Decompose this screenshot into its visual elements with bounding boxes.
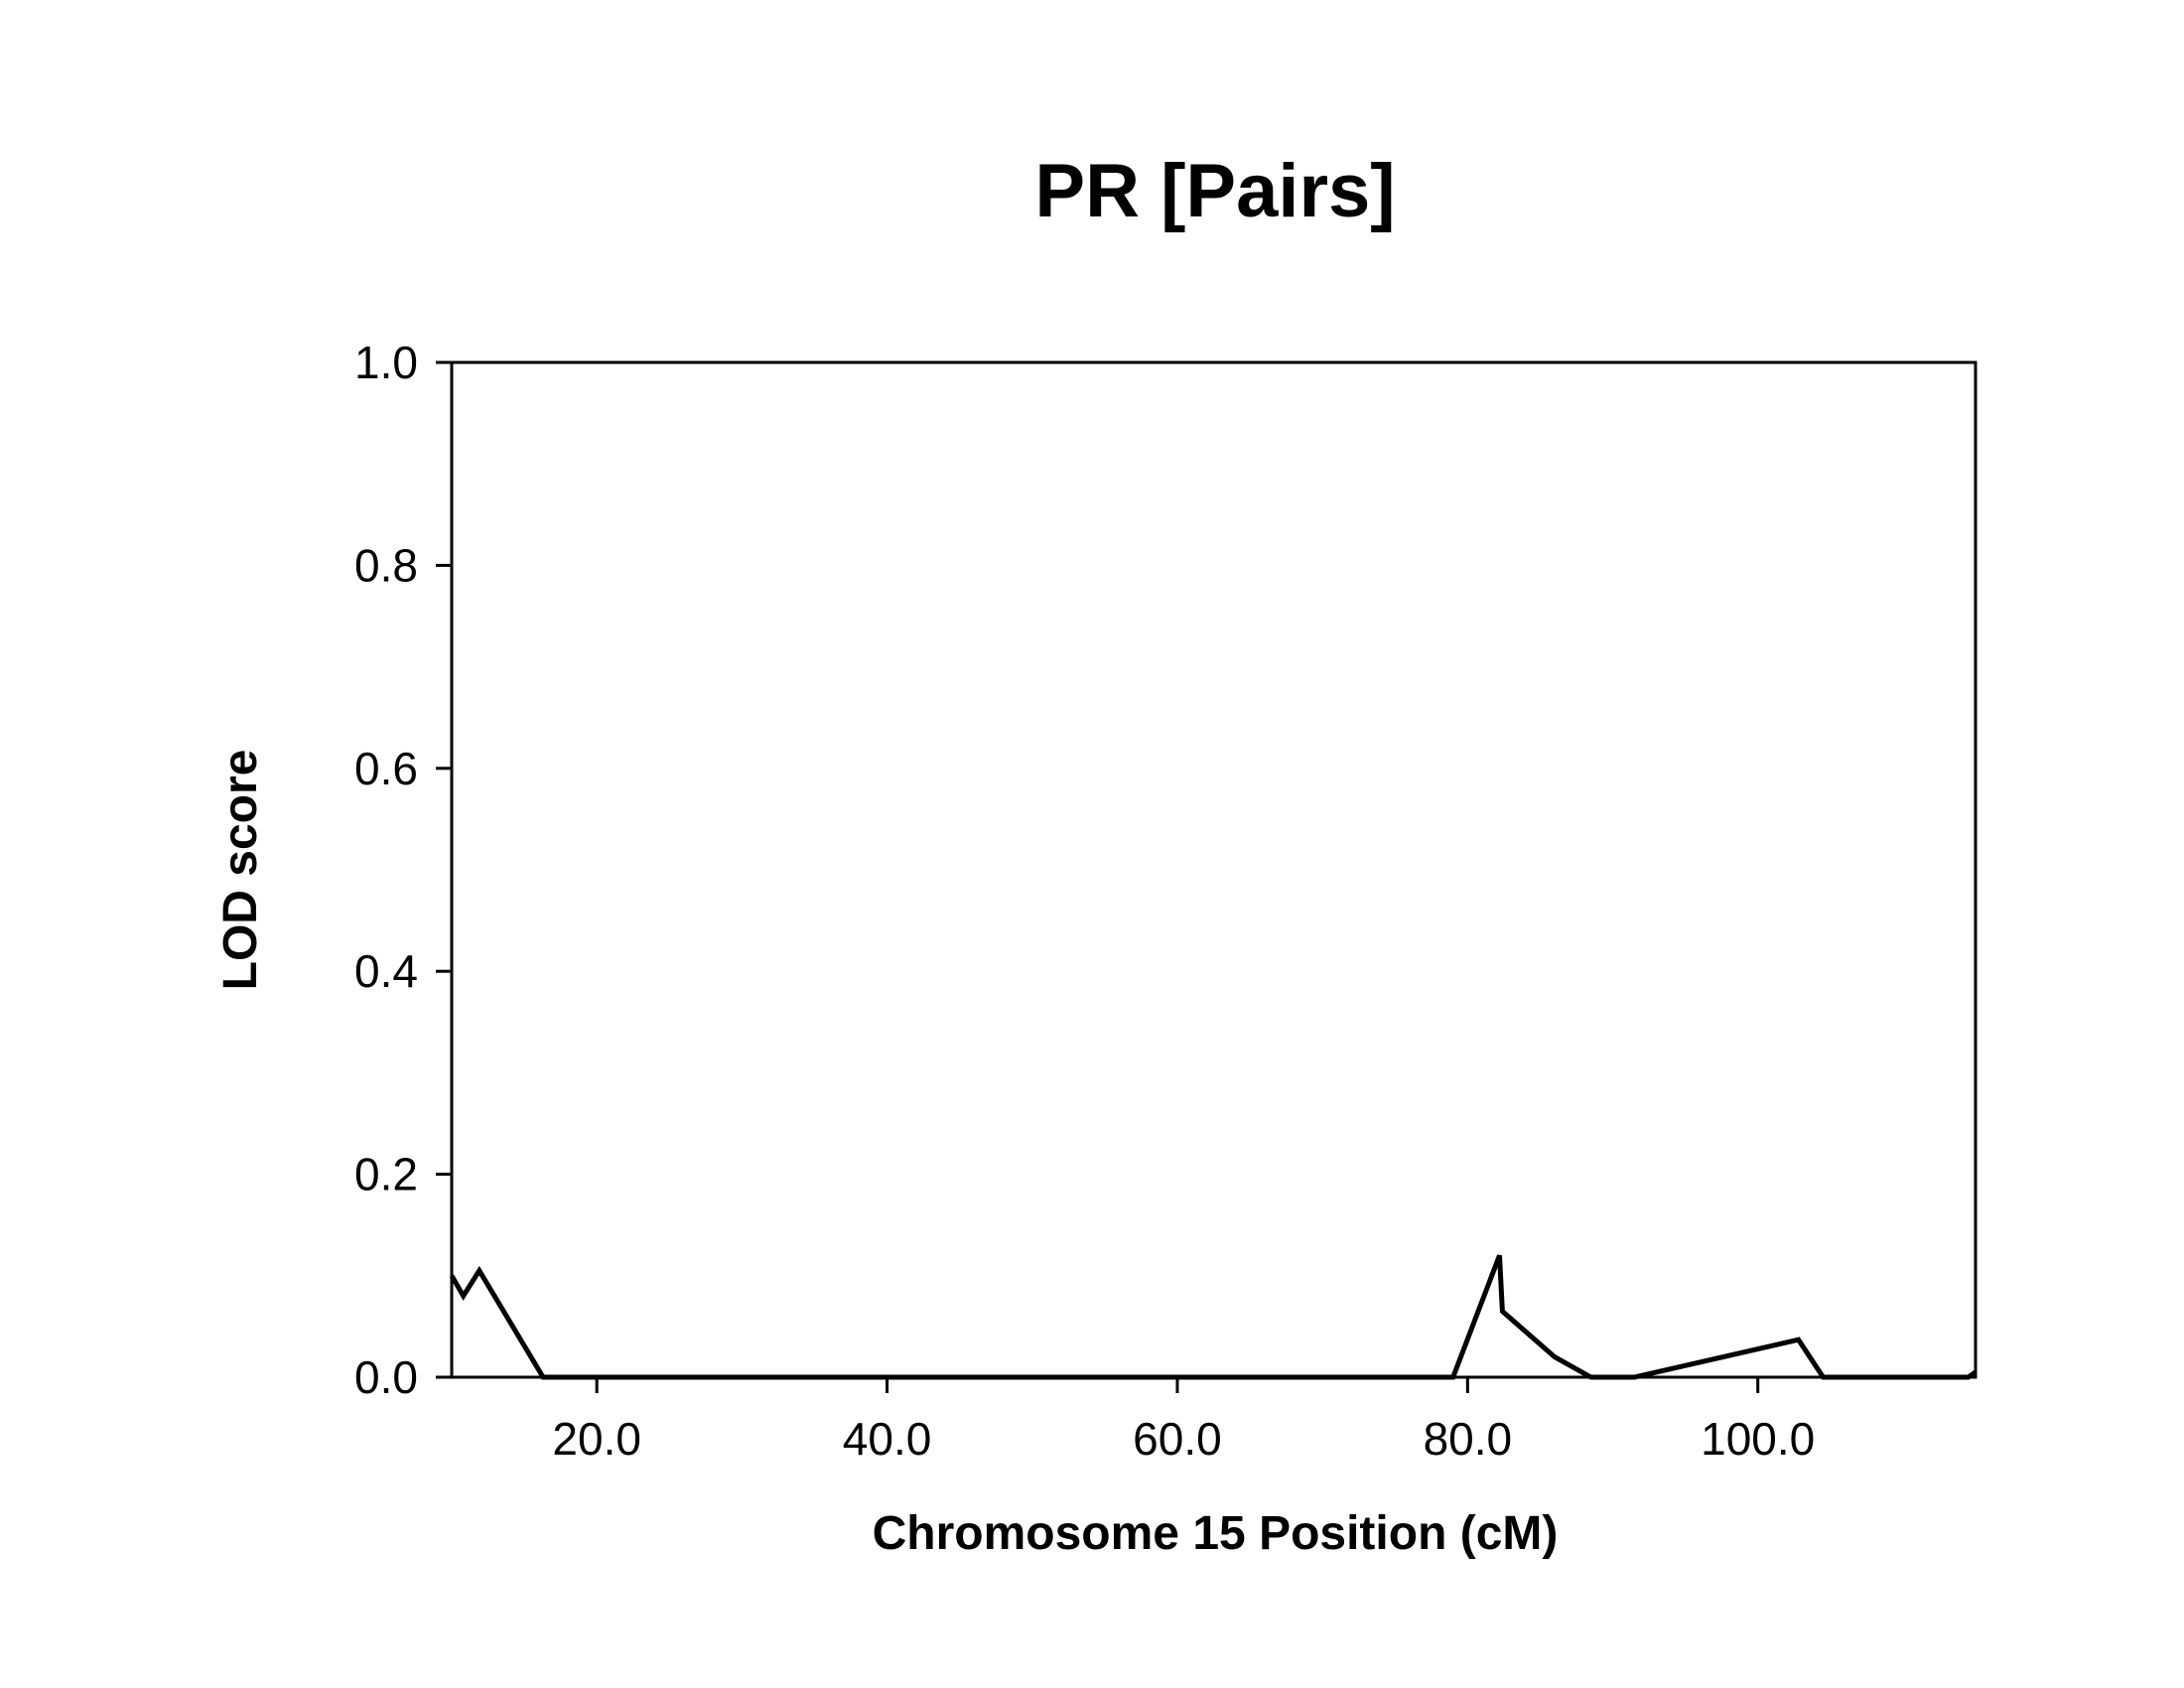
plot-frame (450, 360, 1978, 1379)
y-tick-label: 0.6 (354, 743, 418, 794)
y-axis-label: LOD score (214, 750, 267, 991)
x-tick-label: 100.0 (1701, 1413, 1815, 1465)
chart-title: PR [Pairs] (1034, 149, 1395, 233)
x-tick-label: 40.0 (843, 1413, 932, 1465)
x-tick-label: 80.0 (1424, 1413, 1513, 1465)
y-tick-label: 0.0 (354, 1351, 418, 1403)
y-axis-ticks: 0.0 0.2 0.4 0.6 0.8 1.0 (354, 337, 452, 1403)
x-tick-label: 60.0 (1133, 1413, 1222, 1465)
x-axis-label: Chromosome 15 Position (cM) (873, 1507, 1559, 1560)
lod-score-line (449, 1254, 1978, 1380)
x-axis-ticks: 20.0 40.0 60.0 80.0 100.0 (552, 1377, 1815, 1465)
y-tick-label: 0.4 (354, 945, 418, 997)
x-tick-label: 20.0 (552, 1413, 641, 1465)
y-tick-label: 1.0 (354, 337, 418, 388)
y-tick-label: 0.2 (354, 1149, 418, 1200)
y-tick-label: 0.8 (354, 539, 418, 591)
